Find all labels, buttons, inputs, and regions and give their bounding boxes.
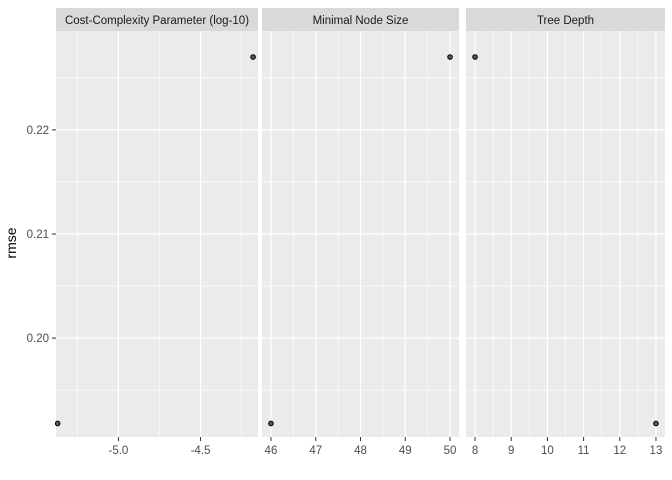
facet-title: Tree Depth: [537, 15, 594, 27]
x-tick-label: 12: [613, 445, 626, 457]
data-point: [250, 54, 256, 60]
facet-panel: Cost-Complexity Parameter (log-10) -5.0 -4…: [54, 8, 258, 457]
data-point: [653, 420, 659, 427]
facets: 0.20 0.21 0.22 Cost-Complexity Parameter (l…: [27, 8, 665, 457]
x-tick-label: 8: [472, 445, 478, 457]
x-tick-label: 10: [541, 445, 554, 457]
x-tick-label: 13: [650, 445, 663, 457]
x-tick-label: 50: [444, 445, 457, 457]
y-tick-label: 0.22: [27, 125, 49, 137]
x-tick-label: -4.5: [191, 445, 211, 457]
facet-title: Minimal Node Size: [313, 15, 409, 27]
x-tick-label: 49: [399, 445, 412, 457]
facet-strip: [56, 8, 258, 31]
data-point: [54, 420, 61, 427]
facet-title: Cost-Complexity Parameter (log-10): [65, 15, 249, 27]
facet-strip: [262, 8, 459, 31]
data-point: [268, 420, 274, 427]
x-tick-label: 47: [309, 445, 322, 457]
x-tick-label: 11: [578, 445, 590, 457]
x-tick-label: 9: [508, 445, 514, 457]
data-point: [447, 54, 453, 60]
facet-strip: [466, 8, 665, 31]
data-point: [472, 54, 478, 60]
facet-panel: Tree Depth 8 9 10 11 12 13: [466, 8, 665, 457]
x-tick-label: 48: [354, 445, 367, 457]
y-tick-label: 0.21: [27, 229, 49, 241]
y-axis-label: rmse: [3, 227, 19, 258]
facet-panel: Minimal Node Size 46 47 48 49 50: [262, 8, 459, 457]
x-tick-label: 46: [265, 445, 278, 457]
x-tick-label: -5.0: [108, 445, 128, 457]
y-tick-label: 0.20: [27, 333, 49, 345]
